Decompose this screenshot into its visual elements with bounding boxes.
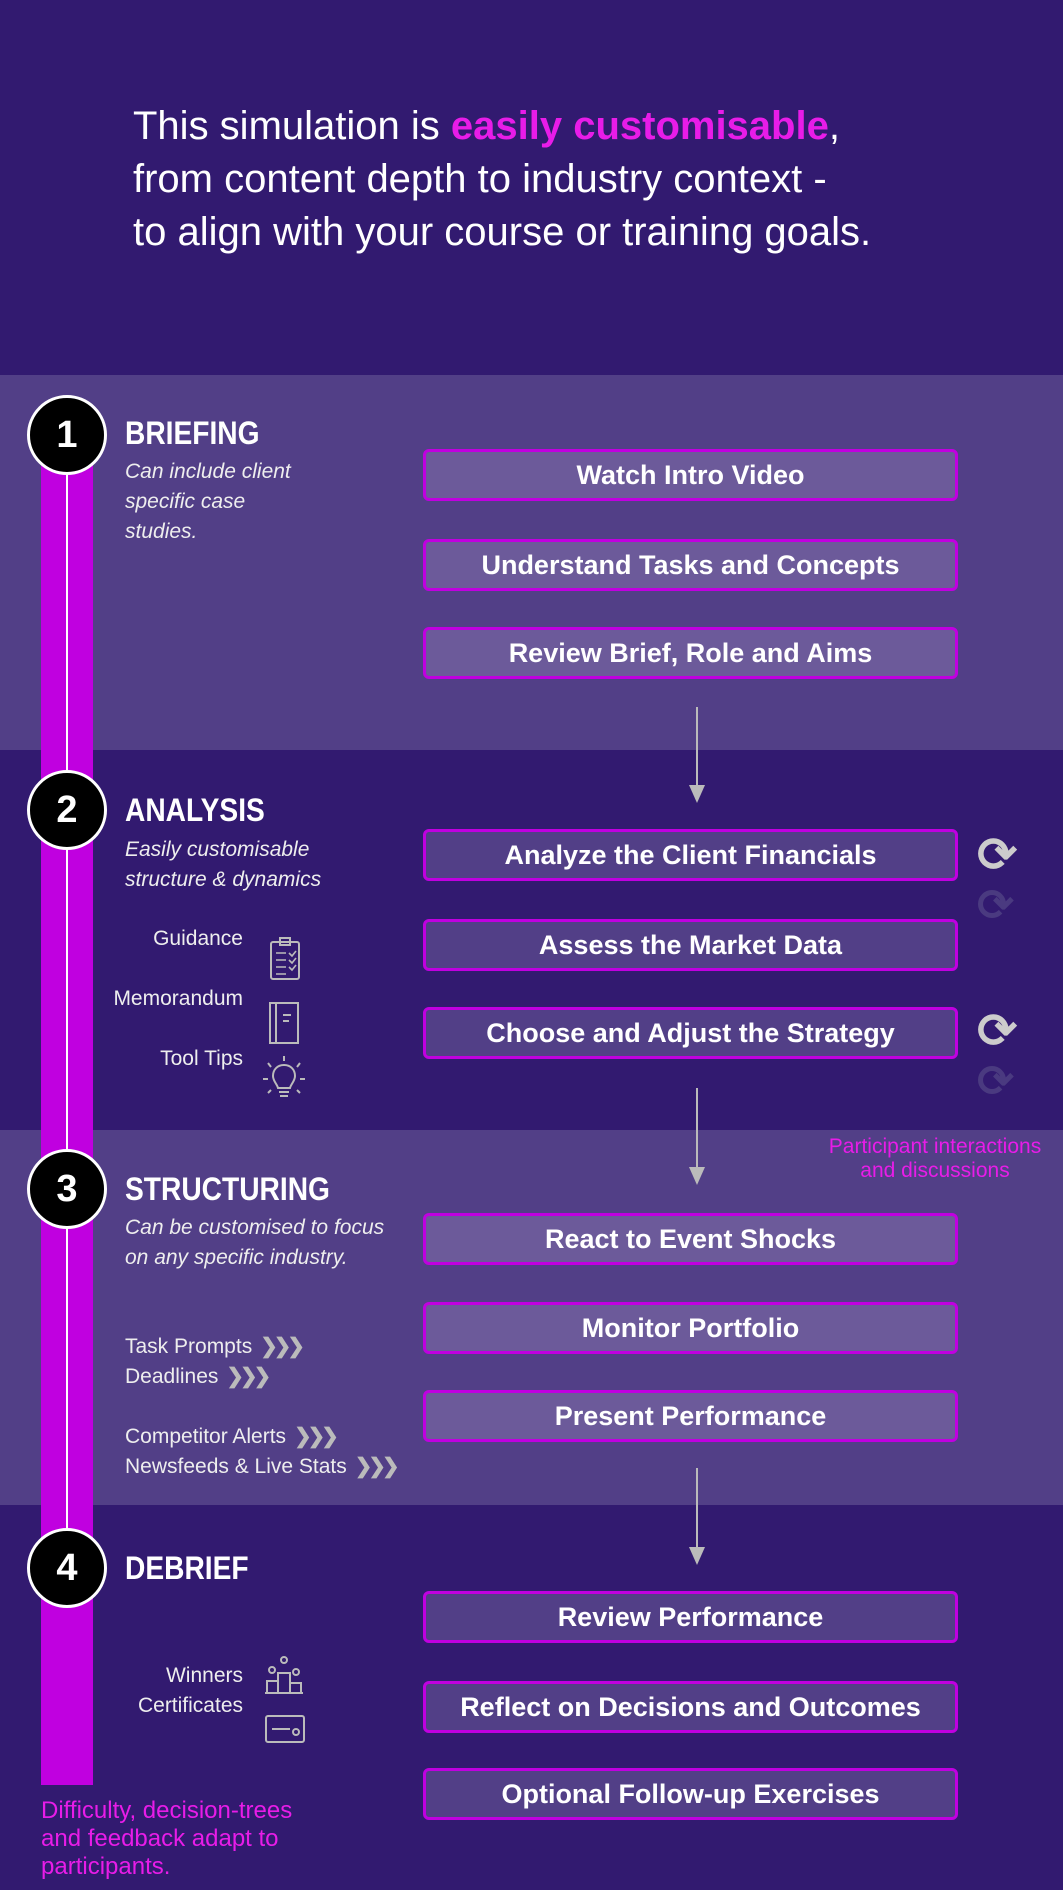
feature-label: Deadlines (125, 1365, 219, 1388)
chevrons-icon: ❯❯❯ (354, 1455, 400, 1478)
headline-line: from content depth to industry context - (133, 157, 827, 201)
feature-label: Newsfeeds & Live Stats (125, 1455, 347, 1478)
headline: This simulation is easily customisable, … (133, 100, 871, 259)
step-box[interactable]: Understand Tasks and Concepts (423, 539, 958, 591)
reward-label: Certificates (137, 1694, 243, 1717)
tool-label: Guidance (153, 927, 243, 950)
step-box[interactable]: Assess the Market Data (423, 919, 958, 971)
section-title: STRUCTURING (125, 1171, 330, 1207)
step-number-4: 4 (27, 1528, 107, 1608)
step-box[interactable]: Analyze the Client Financials (423, 829, 958, 881)
step-box[interactable]: Review Performance (423, 1591, 958, 1643)
headline-line: to align with your course or training go… (133, 210, 872, 254)
step-box[interactable]: Reflect on Decisions and Outcomes (423, 1681, 958, 1733)
section-title: DEBRIEF (125, 1550, 249, 1586)
feature-item: Competitor Alerts ❯❯❯ (125, 1424, 339, 1449)
feature-item: Newsfeeds & Live Stats ❯❯❯ (125, 1454, 400, 1479)
step-number-1: 1 (27, 395, 107, 475)
step-box[interactable]: Watch Intro Video (423, 449, 958, 501)
section-description: Can include client specific case studies… (125, 457, 291, 547)
headline-highlight: easily customisable (450, 104, 829, 148)
timeline-arrow (66, 850, 68, 1150)
refresh-icon: ⟳ (977, 1005, 1018, 1058)
desc-line: Can include client (125, 460, 291, 483)
step-box[interactable]: Review Brief, Role and Aims (423, 627, 958, 679)
lightbulb-icon (263, 1056, 305, 1097)
refresh-icon: ⟳ (977, 881, 1014, 930)
section-description: Can be customised to focus on any specif… (125, 1213, 384, 1273)
feature-item: Task Prompts ❯❯❯ (125, 1334, 305, 1359)
headline-text: , (828, 104, 840, 148)
desc-line: Easily customisable (125, 838, 310, 861)
notebook-icon (269, 1002, 299, 1044)
certificate-icon (265, 1715, 305, 1743)
step-box[interactable]: Optional Follow-up Exercises (423, 1768, 958, 1820)
timeline-arrow (66, 1229, 68, 1529)
step-box[interactable]: React to Event Shocks (423, 1213, 958, 1265)
feature-label: Competitor Alerts (125, 1425, 287, 1448)
refresh-icon: ⟳ (977, 1057, 1014, 1106)
note-line: and discussions (860, 1159, 1010, 1182)
adaptive-note: Difficulty, decision-trees and feedback … (41, 1797, 292, 1881)
timeline-arrow (66, 475, 68, 770)
header-band (0, 0, 1063, 375)
tool-label: Tool Tips (160, 1047, 243, 1070)
step-box[interactable]: Present Performance (423, 1390, 958, 1442)
feature-label: Task Prompts (125, 1335, 253, 1358)
clipboard-checklist-icon (270, 937, 300, 980)
reward-label: Winners (165, 1664, 243, 1687)
flow-arrow (689, 1088, 705, 1185)
step-number-2: 2 (27, 770, 107, 850)
note-line: participants. (41, 1853, 171, 1880)
tool-label: Memorandum (113, 987, 243, 1010)
desc-line: Can be customised to focus (125, 1216, 385, 1239)
section-title: ANALYSIS (125, 792, 265, 828)
section-description: Easily customisable structure & dynamics (125, 835, 321, 895)
step-box[interactable]: Choose and Adjust the Strategy (423, 1007, 958, 1059)
step-box[interactable]: Monitor Portfolio (423, 1302, 958, 1354)
interactions-note: Participant interactions and discussions (815, 1135, 1055, 1183)
step-number-3: 3 (27, 1149, 107, 1229)
chevrons-icon: ❯❯❯ (260, 1335, 305, 1358)
desc-line: structure & dynamics (125, 868, 322, 891)
podium-icon (265, 1656, 303, 1694)
refresh-icon: ⟳ (977, 829, 1018, 882)
note-line: Participant interactions (828, 1135, 1042, 1158)
chevrons-icon: ❯❯❯ (226, 1365, 271, 1388)
chevrons-icon: ❯❯❯ (294, 1425, 339, 1448)
flow-arrow (689, 707, 705, 803)
note-line: and feedback adapt to (41, 1825, 279, 1852)
section-title: BRIEFING (125, 415, 260, 451)
desc-line: specific case (125, 490, 246, 513)
feature-item: Deadlines ❯❯❯ (125, 1364, 271, 1389)
headline-text: This simulation is (133, 104, 451, 148)
flow-arrow (689, 1468, 705, 1565)
desc-line: studies. (125, 520, 198, 543)
note-line: Difficulty, decision-trees (41, 1797, 293, 1824)
desc-line: on any specific industry. (125, 1246, 348, 1269)
